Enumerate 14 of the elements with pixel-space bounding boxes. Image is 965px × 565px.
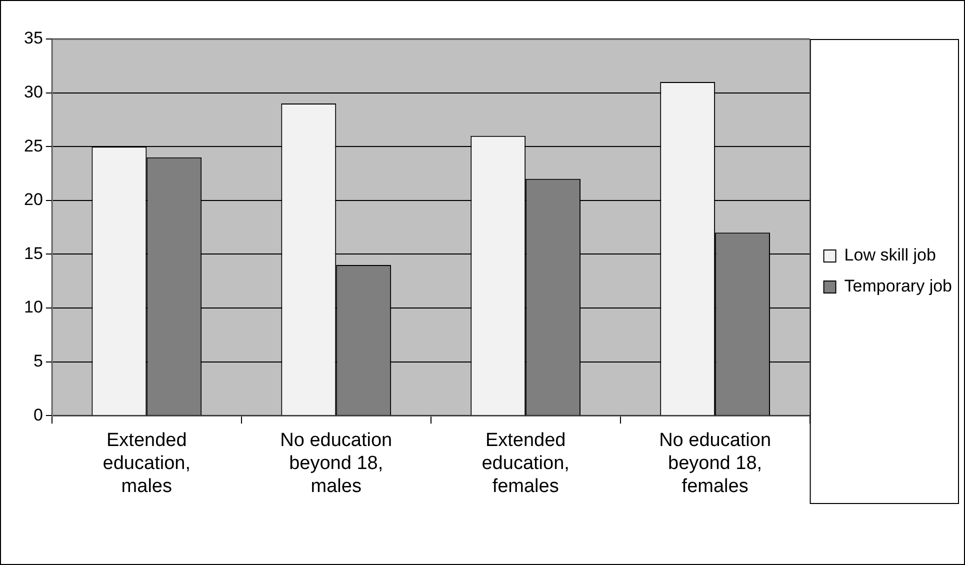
legend-label: Low skill job	[844, 246, 936, 265]
y-tick-label: 30	[24, 82, 43, 102]
x-tick-label: Extended education, females	[482, 430, 570, 497]
y-tick-label: 15	[24, 244, 43, 263]
y-tick-label: 35	[24, 28, 43, 48]
y-tick-label: 25	[24, 136, 43, 156]
y-tick-label: 5	[33, 351, 43, 370]
y-tick-label: 0	[33, 405, 43, 424]
y-tick-label: 20	[24, 190, 43, 210]
legend-label: Temporary job	[844, 276, 952, 296]
y-tick-label: 10	[24, 298, 43, 317]
x-tick-label: No education beyond 18, males	[280, 430, 392, 497]
x-tick-label: No education beyond 18, females	[659, 430, 772, 497]
x-tick-label: Extended education, males	[102, 430, 190, 497]
